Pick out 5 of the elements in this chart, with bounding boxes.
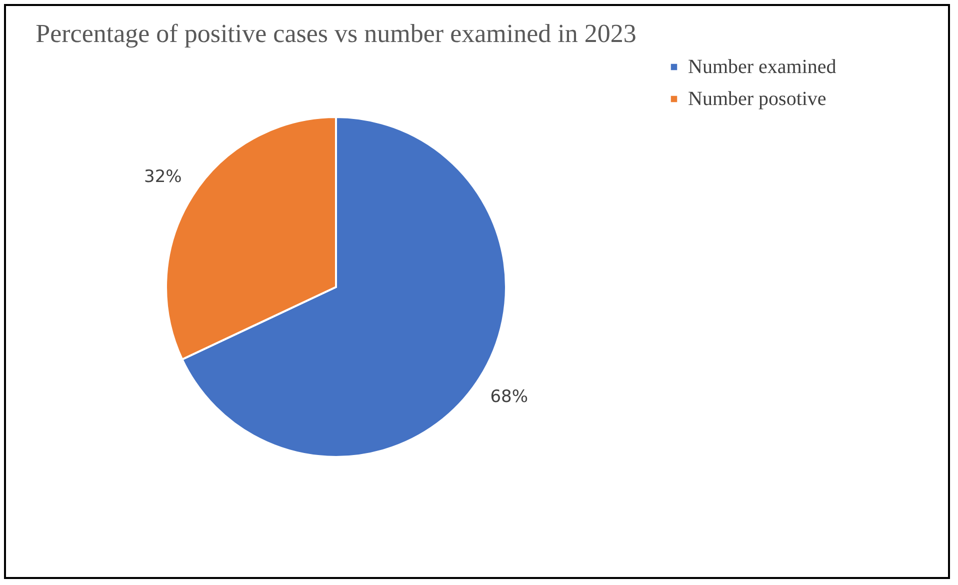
legend-label: Number posotive	[688, 88, 826, 110]
legend-label: Number examined	[688, 56, 836, 78]
data-label: 32%	[144, 167, 182, 188]
data-label: 68%	[490, 386, 528, 407]
chart-title: Percentage of positive cases vs number examined in 2023	[36, 19, 636, 48]
